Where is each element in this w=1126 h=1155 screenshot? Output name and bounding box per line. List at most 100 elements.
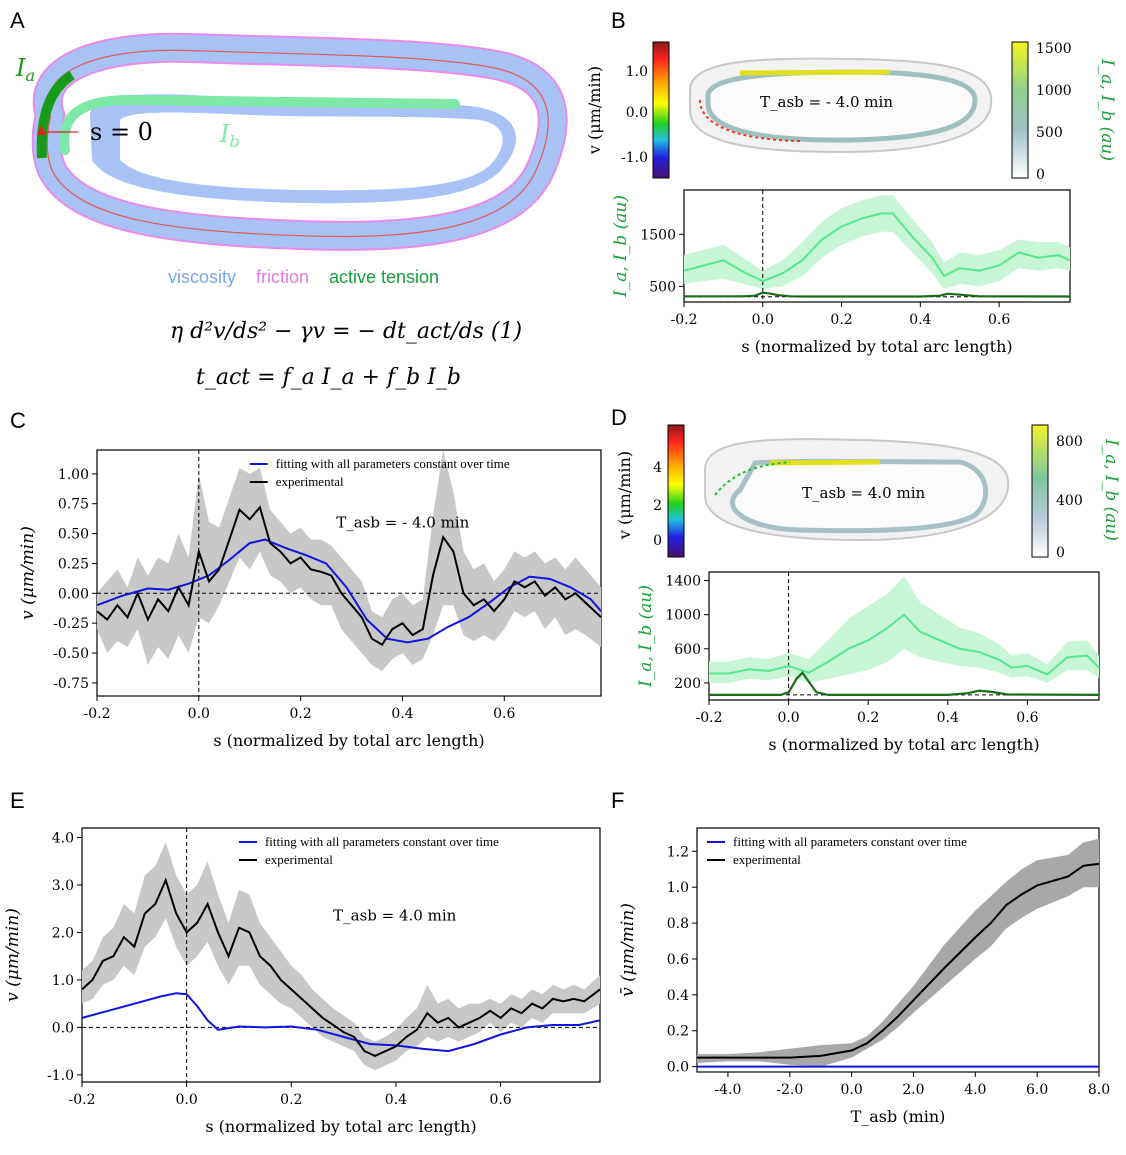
- ia-domain: [36, 70, 75, 159]
- time-label-b: T_asb = - 4.0 min: [760, 93, 893, 111]
- legend-entry-1: experimental: [265, 852, 333, 867]
- legend-entry-1: experimental: [276, 474, 344, 489]
- plot-frame: [708, 571, 1100, 701]
- series-line-1: [709, 670, 1100, 697]
- i-tick-b-2: 500: [1036, 125, 1063, 141]
- velocity-colorbar-d: [667, 424, 685, 558]
- legend-entry-0: fitting with all parameters constant ove…: [276, 456, 510, 471]
- legend-entry-0: fitting with all parameters constant ove…: [733, 834, 967, 849]
- embryo-ring-hot-b: [739, 69, 891, 76]
- velocity-arrows-d: [714, 461, 791, 496]
- y-tick-label: 1000: [665, 608, 701, 624]
- panel-label-f: F: [611, 788, 624, 813]
- y-axis-label: v (μm/min): [18, 526, 38, 620]
- series-line-0: [709, 613, 1100, 676]
- y-axis-label: I_a, I_b (au): [611, 195, 631, 298]
- legend-viscosity: viscosity: [168, 267, 236, 287]
- x-tick-label: 0.2: [280, 1092, 302, 1108]
- s0-arrowhead: [37, 125, 46, 135]
- plot-frame: [96, 449, 602, 697]
- x-tick-label: 0.2: [290, 706, 312, 722]
- x-tick-label: -0.2: [696, 710, 723, 726]
- charts: -0.2 0.0 0.2 0.4 0.6 500 1500 s (normalized by …: [3, 189, 1110, 1136]
- i-tick-d-2: 0: [1056, 545, 1065, 561]
- v-tick-b-0: 1.0: [626, 64, 648, 80]
- y-tick-label: -0.50: [53, 646, 89, 662]
- y-tick-label: 1.2: [667, 844, 689, 860]
- panel-a-schematic: Ia Ib s = 0 viscosity friction active te…: [15, 32, 568, 390]
- x-tick-label: 0.4: [937, 710, 959, 726]
- x-axis-label: s (normalized by total arc length): [213, 731, 484, 750]
- panel-label-d: D: [611, 405, 627, 430]
- x-tick-label: 2.0: [902, 1082, 924, 1098]
- legend-entry-1: experimental: [733, 852, 801, 867]
- y-tick-label: 1.00: [58, 467, 89, 483]
- plot-frame: [683, 189, 1071, 303]
- x-tick-label: 0.0: [777, 710, 799, 726]
- x-axis-label: s (normalized by total arc length): [741, 337, 1012, 356]
- y-tick-label: 1500: [640, 227, 676, 243]
- y-tick-label: 1.0: [52, 973, 74, 989]
- v-tick-d-2: 0: [653, 533, 662, 549]
- panel-label-b: B: [611, 8, 626, 33]
- band-1: [82, 842, 600, 1071]
- ia-label: Ia: [15, 54, 35, 85]
- x-tick-label: 4.0: [964, 1082, 986, 1098]
- chart-e: -0.2 0.0 0.2 0.4 0.6 4.0 3.0 2.0 1.0 0.0 -1.0 s (no…: [3, 827, 601, 1136]
- y-tick-label: 1.0: [667, 880, 689, 896]
- i-colorbar-label-d: I_a, I_b (au): [1101, 438, 1121, 541]
- i-tick-b-3: 0: [1036, 167, 1045, 183]
- y-tick-label: -1.0: [47, 1068, 74, 1084]
- y-tick-label: 4.0: [52, 830, 74, 846]
- v-tick-d-1: 2: [653, 498, 662, 514]
- velocity-colorbar: [652, 41, 670, 179]
- series-line-0: [81, 992, 601, 1053]
- x-tick-label: 0.0: [840, 1082, 862, 1098]
- chart-c: -0.2 0.0 0.2 0.4 0.6 1.00 0.75 0.50 0.25 0.00 -0.2…: [18, 449, 602, 750]
- x-tick-label: 6.0: [1026, 1082, 1048, 1098]
- i-tick-b-1: 1000: [1036, 83, 1072, 99]
- y-axis-label: v̄ (μm/min): [618, 903, 638, 997]
- y-tick-label: 1400: [665, 574, 701, 590]
- x-tick-label: 8.0: [1088, 1082, 1110, 1098]
- y-axis-label: v (μm/min): [3, 908, 23, 1002]
- chart-f: -4.0 -2.0 0.0 2.0 4.0 6.0 8.0 0.0 0.2 0.4 0.6 0.8 1.…: [618, 827, 1110, 1126]
- band-1: [697, 838, 1099, 1067]
- x-tick-label: -2.0: [776, 1082, 803, 1098]
- x-axis-label: s (normalized by total arc length): [205, 1117, 476, 1136]
- v-colorbar-label-b: v (μm/min): [585, 66, 604, 155]
- x-tick-label: 0.0: [752, 312, 774, 328]
- equation-1: η d²v/ds² − γv = − dt_act/ds (1): [170, 319, 522, 344]
- x-tick-label: 0.4: [385, 1092, 407, 1108]
- x-axis-label: T_asb (min): [851, 1107, 946, 1126]
- centerline: [46, 49, 549, 238]
- i-tick-d-0: 800: [1056, 434, 1083, 450]
- x-tick-label: 0.6: [489, 1092, 511, 1108]
- x-tick-label: 0.0: [176, 1092, 198, 1108]
- x-tick-label: 0.2: [857, 710, 879, 726]
- y-tick-label: 0.0: [52, 1020, 74, 1036]
- y-tick-label: 200: [674, 676, 701, 692]
- v-tick-d-0: 4: [653, 460, 662, 476]
- i-tick-b-0: 1500: [1036, 41, 1072, 57]
- y-tick-label: 3.0: [52, 878, 74, 894]
- x-tick-label: 0.6: [493, 706, 515, 722]
- y-tick-label: 0.00: [58, 586, 89, 602]
- y-tick-label: 0.75: [58, 497, 89, 513]
- y-tick-label: 500: [649, 279, 676, 295]
- v-tick-b-2: -1.0: [621, 150, 648, 166]
- v-tick-b-1: 0.0: [626, 105, 648, 121]
- x-tick-label: 0.6: [988, 312, 1010, 328]
- x-tick-label: -0.2: [84, 706, 111, 722]
- panel-d-image: T_asb = 4.0 min 4 2 0 v (μm/min) 800 400…: [615, 424, 1121, 561]
- series-line-1: [684, 291, 1071, 298]
- velocity-arrows-b: [699, 99, 801, 142]
- y-axis-label: I_a, I_b (au): [636, 585, 656, 688]
- x-tick-label: 0.4: [909, 312, 931, 328]
- time-annotation: T_asb = - 4.0 min: [336, 514, 469, 532]
- legend-active-tension: active tension: [329, 267, 439, 287]
- panel-label-e: E: [10, 788, 25, 813]
- x-axis-label: s (normalized by total arc length): [768, 735, 1039, 754]
- intensity-colorbar-d: [1031, 424, 1049, 558]
